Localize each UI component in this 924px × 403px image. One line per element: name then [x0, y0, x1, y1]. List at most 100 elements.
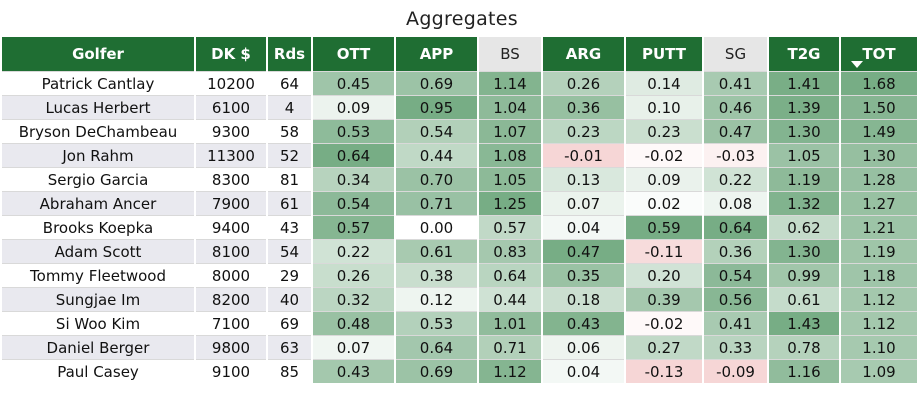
cell-bs: 1.12 [478, 359, 543, 383]
column-header-t2g[interactable]: T2G [768, 37, 841, 72]
table-row[interactable]: Brooks Koepka 9400 43 0.57 0.00 0.57 0.04 0.59 0… [2, 215, 919, 240]
table-row[interactable]: Sergio Garcia 8300 81 0.34 0.70 1.05 0.13 0.09 0… [2, 167, 919, 192]
table-row[interactable]: Paul Casey 9100 85 0.43 0.69 1.12 0.04 -0.13 -0.… [2, 359, 919, 383]
cell-bs: 1.25 [478, 191, 543, 216]
table-row[interactable]: Daniel Berger 9800 63 0.07 0.64 0.71 0.06 0.27 0… [2, 335, 919, 360]
cell-bs: 1.05 [478, 167, 543, 192]
column-header-arg[interactable]: ARG [542, 37, 626, 72]
cell-putt: 0.14 [625, 71, 704, 96]
cell-putt: 0.23 [625, 119, 704, 144]
cell-arg: 0.47 [542, 239, 626, 264]
cell-app: 0.38 [395, 263, 479, 288]
cell-rds: 69 [267, 311, 313, 336]
cell-t2g: 1.05 [768, 143, 841, 168]
cell-putt: 0.02 [625, 191, 704, 216]
cell-t2g: 1.39 [768, 95, 841, 120]
cell-dk: 9400 [195, 215, 268, 240]
cell-t2g: 0.99 [768, 263, 841, 288]
table-row[interactable]: Tommy Fleetwood 8000 29 0.26 0.38 0.64 0.35 0.2… [2, 263, 919, 288]
sort-descending-icon[interactable] [851, 61, 863, 68]
table-row[interactable]: Jon Rahm 11300 52 0.64 0.44 1.08 -0.01 -0.02 -0.… [2, 143, 919, 168]
cell-tot: 1.12 [840, 287, 919, 312]
cell-arg: 0.18 [542, 287, 626, 312]
cell-bs: 1.07 [478, 119, 543, 144]
cell-rds: 4 [267, 95, 313, 120]
aggregates-table: Golfer DK $ Rds OTT APP BS ARG PUTT SG T2G TOT Pat… [2, 37, 919, 383]
table-row[interactable]: Patrick Cantlay 10200 64 0.45 0.69 1.14 0.26 0.… [2, 71, 919, 96]
cell-sg: 0.36 [703, 239, 769, 264]
cell-dk: 7900 [195, 191, 268, 216]
column-header-app[interactable]: APP [395, 37, 479, 72]
table-row[interactable]: Lucas Herbert 6100 4 0.09 0.95 1.04 0.36 0.10 0.… [2, 95, 919, 120]
column-header-ott[interactable]: OTT [312, 37, 396, 72]
cell-arg: 0.36 [542, 95, 626, 120]
cell-app: 0.00 [395, 215, 479, 240]
cell-putt: -0.02 [625, 143, 704, 168]
cell-sg: 0.56 [703, 287, 769, 312]
cell-bs: 0.83 [478, 239, 543, 264]
cell-ott: 0.34 [312, 167, 396, 192]
cell-rds: 58 [267, 119, 313, 144]
cell-rds: 54 [267, 239, 313, 264]
cell-app: 0.53 [395, 311, 479, 336]
column-header-golfer[interactable]: Golfer [2, 37, 196, 72]
cell-dk: 8000 [195, 263, 268, 288]
cell-golfer: Bryson DeChambeau [2, 119, 196, 144]
table-row[interactable]: Sungjae Im 8200 40 0.32 0.12 0.44 0.18 0.39 0.56… [2, 287, 919, 312]
cell-arg: 0.35 [542, 263, 626, 288]
cell-dk: 8100 [195, 239, 268, 264]
cell-t2g: 0.78 [768, 335, 841, 360]
column-header-sg[interactable]: SG [703, 37, 769, 72]
cell-rds: 64 [267, 71, 313, 96]
cell-bs: 0.64 [478, 263, 543, 288]
cell-golfer: Brooks Koepka [2, 215, 196, 240]
cell-app: 0.70 [395, 167, 479, 192]
cell-t2g: 0.62 [768, 215, 841, 240]
cell-ott: 0.09 [312, 95, 396, 120]
cell-bs: 0.71 [478, 335, 543, 360]
cell-t2g: 1.30 [768, 119, 841, 144]
cell-ott: 0.32 [312, 287, 396, 312]
column-header-putt[interactable]: PUTT [625, 37, 704, 72]
cell-rds: 85 [267, 359, 313, 383]
cell-putt: -0.02 [625, 311, 704, 336]
column-header-dk[interactable]: DK $ [195, 37, 268, 72]
cell-golfer: Paul Casey [2, 359, 196, 383]
table-row[interactable]: Abraham Ancer 7900 61 0.54 0.71 1.25 0.07 0.02 0… [2, 191, 919, 216]
cell-dk: 7100 [195, 311, 268, 336]
cell-t2g: 0.61 [768, 287, 841, 312]
cell-dk: 9100 [195, 359, 268, 383]
cell-app: 0.44 [395, 143, 479, 168]
cell-putt: 0.09 [625, 167, 704, 192]
column-header-tot[interactable]: TOT [840, 37, 919, 72]
cell-tot: 1.27 [840, 191, 919, 216]
cell-ott: 0.45 [312, 71, 396, 96]
cell-sg: 0.41 [703, 311, 769, 336]
cell-bs: 1.14 [478, 71, 543, 96]
cell-dk: 9300 [195, 119, 268, 144]
cell-app: 0.69 [395, 359, 479, 383]
table-row[interactable]: Si Woo Kim 7100 69 0.48 0.53 1.01 0.43 -0.02 0.4… [2, 311, 919, 336]
cell-dk: 6100 [195, 95, 268, 120]
cell-sg: 0.47 [703, 119, 769, 144]
cell-ott: 0.26 [312, 263, 396, 288]
cell-app: 0.95 [395, 95, 479, 120]
cell-golfer: Adam Scott [2, 239, 196, 264]
cell-sg: 0.33 [703, 335, 769, 360]
cell-app: 0.71 [395, 191, 479, 216]
cell-sg: 0.08 [703, 191, 769, 216]
column-header-rds[interactable]: Rds [267, 37, 313, 72]
cell-bs: 0.44 [478, 287, 543, 312]
cell-golfer: Sergio Garcia [2, 167, 196, 192]
column-header-bs[interactable]: BS [478, 37, 543, 72]
cell-arg: 0.43 [542, 311, 626, 336]
cell-arg: 0.23 [542, 119, 626, 144]
cell-bs: 0.57 [478, 215, 543, 240]
cell-rds: 63 [267, 335, 313, 360]
cell-arg: 0.07 [542, 191, 626, 216]
cell-sg: 0.22 [703, 167, 769, 192]
cell-putt: 0.27 [625, 335, 704, 360]
table-row[interactable]: Bryson DeChambeau 9300 58 0.53 0.54 1.07 0.23 0… [2, 119, 919, 144]
table-row[interactable]: Adam Scott 8100 54 0.22 0.61 0.83 0.47 -0.11 0.3… [2, 239, 919, 264]
cell-rds: 52 [267, 143, 313, 168]
